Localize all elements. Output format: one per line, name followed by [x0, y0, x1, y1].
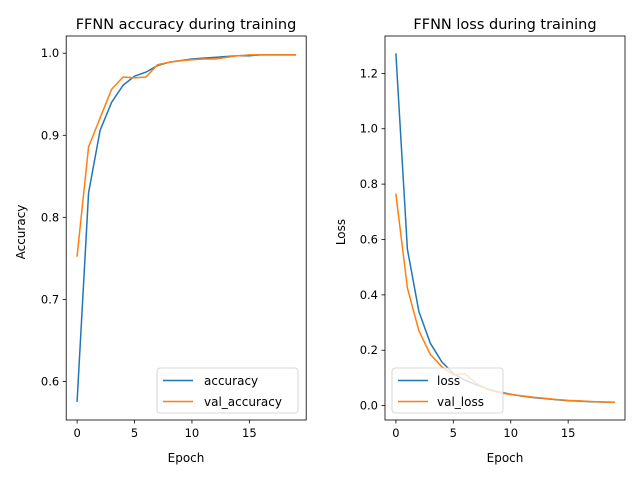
accuracy-x-tick-label: 10 [185, 426, 200, 440]
loss-ticks: 0 5 10 15 0.0 0.2 0.4 0.6 0.8 1.0 1.2 [360, 66, 576, 440]
accuracy-y-axis-label: Accuracy [14, 205, 28, 260]
accuracy-x-axis-label: Epoch [168, 451, 205, 465]
loss-y-tick-label: 0.4 [360, 288, 378, 302]
loss-y-tick-label: 0.0 [360, 399, 378, 413]
accuracy-x-tick-label: 0 [73, 426, 80, 440]
loss-y-tick-label: 1.2 [360, 66, 378, 80]
series-line-val-accuracy [76, 54, 297, 257]
loss-y-tick-label: 1.0 [360, 122, 378, 136]
loss-plot-frame [384, 35, 626, 421]
loss-chart-title: FFNN loss during training [413, 17, 596, 33]
accuracy-y-tick-label: 0.8 [41, 210, 59, 224]
accuracy-chart-title: FFNN accuracy during training [76, 17, 297, 33]
legend-label-val-loss: val_loss [437, 395, 484, 409]
loss-y-axis-label: Loss [334, 219, 348, 245]
accuracy-x-tick-label: 5 [131, 426, 138, 440]
loss-legend: loss val_loss [391, 367, 504, 414]
accuracy-plot-frame [65, 35, 307, 421]
legend-label-accuracy: accuracy [204, 374, 258, 388]
accuracy-y-tick-label: 0.7 [41, 292, 59, 306]
accuracy-y-tick-label: 0.9 [41, 128, 59, 142]
loss-x-tick-label: 10 [503, 426, 518, 440]
accuracy-legend: accuracy val_accuracy [156, 367, 299, 414]
legend-label-loss: loss [437, 374, 460, 388]
loss-x-tick-label: 15 [561, 426, 576, 440]
loss-x-axis-label: Epoch [487, 451, 524, 465]
accuracy-subplot: FFNN accuracy during training Epoch Accu… [14, 17, 307, 465]
accuracy-y-tick-label: 0.6 [41, 374, 59, 388]
accuracy-series-lines [76, 54, 297, 402]
loss-subplot: FFNN loss during training Epoch Loss 0 5 1… [334, 17, 626, 465]
loss-series-lines [395, 53, 615, 404]
accuracy-y-tick-label: 1.0 [41, 46, 59, 60]
series-line-val-loss [395, 193, 615, 404]
loss-x-tick-label: 0 [392, 426, 399, 440]
accuracy-ticks: 0 5 10 15 0.6 0.7 0.8 0.9 1.0 [41, 46, 257, 440]
loss-x-tick-label: 5 [450, 426, 457, 440]
legend-label-val-accuracy: val_accuracy [204, 395, 282, 409]
accuracy-x-tick-label: 15 [242, 426, 257, 440]
loss-y-tick-label: 0.2 [360, 343, 378, 357]
loss-y-tick-label: 0.8 [360, 177, 378, 191]
loss-y-tick-label: 0.6 [360, 232, 378, 246]
